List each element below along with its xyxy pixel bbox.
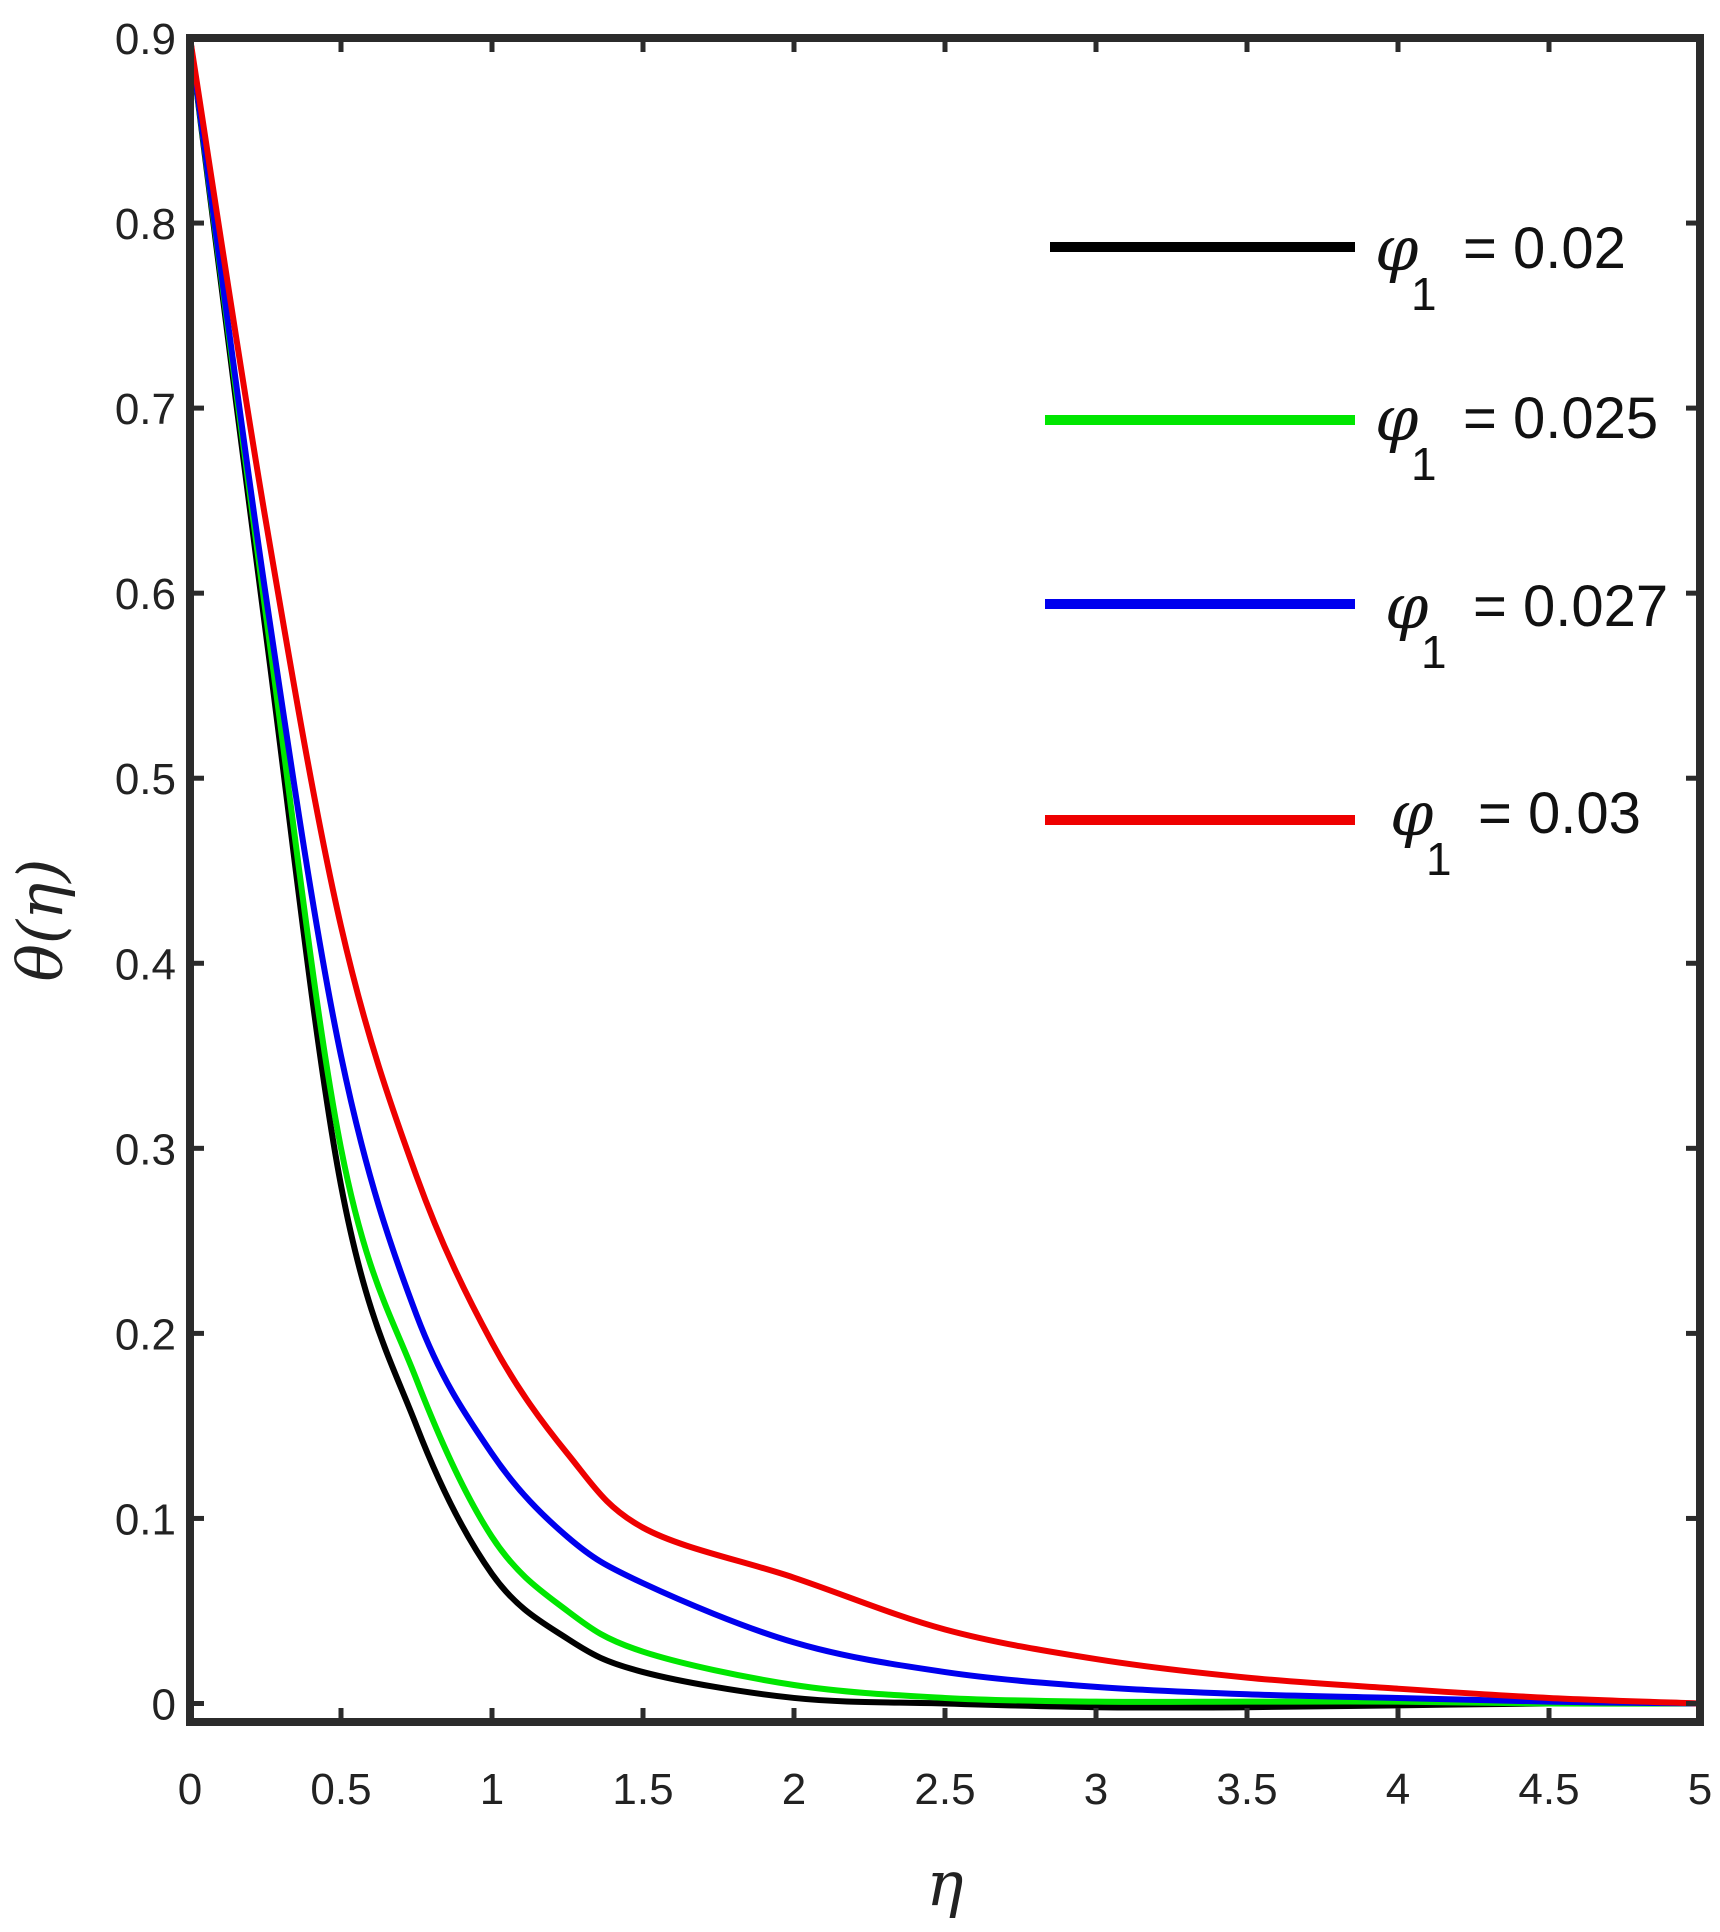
x-tick-label: 2.5: [914, 1765, 975, 1814]
series-line-2: [187, 35, 1703, 1707]
legend-item: φ1 = 0.02: [1050, 212, 1626, 320]
series-lines: [187, 35, 1703, 1711]
y-tick-label: 0.8: [115, 200, 176, 249]
y-tick-label: 0.2: [115, 1310, 176, 1359]
x-tick-label: 0: [178, 1765, 202, 1814]
x-tick-label: 4.5: [1518, 1765, 1579, 1814]
x-tick-label: 1.5: [612, 1765, 673, 1814]
x-tick-label: 0.5: [310, 1765, 371, 1814]
legend-symbol: φ: [1385, 570, 1429, 643]
series-line-3: [187, 35, 1703, 1707]
axis-ticks: [187, 35, 1703, 1722]
y-tick-label: 0: [152, 1680, 176, 1729]
legend-item: φ1 = 0.025: [1045, 382, 1658, 490]
series-line-1: [187, 35, 1703, 1711]
legend-symbol: φ: [1375, 382, 1419, 455]
y-tick-label: 0.9: [115, 15, 176, 64]
legend-symbol: φ: [1390, 777, 1434, 850]
series-line-4: [187, 35, 1703, 1707]
y-tick-label: 0.7: [115, 385, 176, 434]
plot-frame: [186, 34, 1704, 1726]
y-tick-label: 0.4: [115, 940, 176, 989]
legend-subscript: 1: [1411, 268, 1437, 320]
legend-value: = 0.027: [1473, 574, 1668, 639]
x-axis-label: η: [926, 1847, 963, 1920]
y-tick-label: 0.5: [115, 755, 176, 804]
x-tick-label: 3: [1084, 1765, 1108, 1814]
legend-value: = 0.03: [1478, 781, 1641, 846]
legend-value: = 0.025: [1463, 386, 1658, 451]
legend-symbol: φ: [1375, 212, 1419, 285]
legend-subscript: 1: [1421, 626, 1447, 678]
legend-subscript: 1: [1411, 438, 1437, 490]
x-tick-label: 4: [1386, 1765, 1410, 1814]
x-tick-label: 2: [782, 1765, 806, 1814]
legend-item: φ1 = 0.03: [1045, 777, 1641, 885]
y-axis-label: θ(η): [4, 859, 77, 982]
y-tick-label: 0.1: [115, 1495, 176, 1544]
x-tick-label: 1: [480, 1765, 504, 1814]
legend-value: = 0.02: [1463, 216, 1626, 281]
y-tick-label: 0.3: [115, 1125, 176, 1174]
axis-tick-labels: 0 0.5 1 1.5 2 2.5 3 3.5 4 4.5 5 0 0.1 0.2 0.3 0.4 0.5 0.6…: [115, 15, 1712, 1814]
legend-item: φ1 = 0.027: [1045, 570, 1668, 678]
x-tick-label: 5: [1688, 1765, 1712, 1814]
x-tick-label: 3.5: [1216, 1765, 1277, 1814]
y-tick-label: 0.6: [115, 570, 176, 619]
legend-subscript: 1: [1426, 833, 1452, 885]
